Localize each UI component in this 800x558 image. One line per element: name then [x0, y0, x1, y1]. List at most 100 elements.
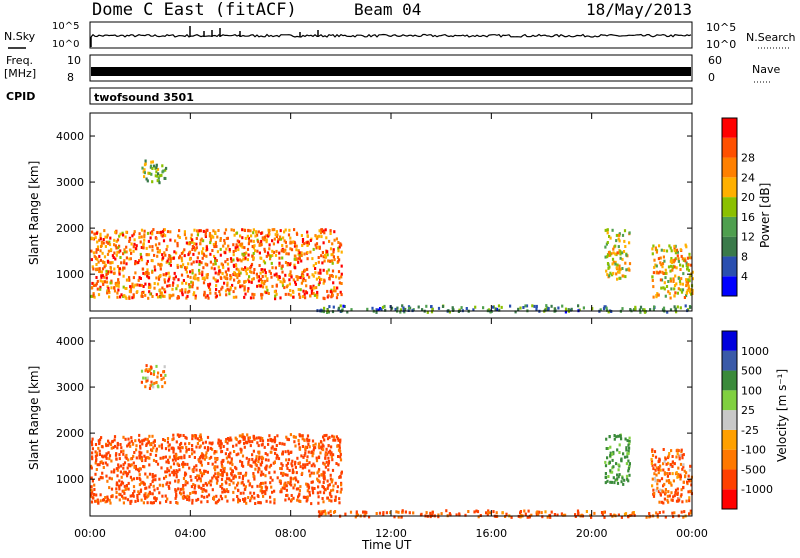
- data-cell: [124, 287, 127, 290]
- data-cell: [429, 515, 432, 519]
- data-cell: [247, 236, 250, 240]
- data-cell: [172, 473, 175, 477]
- y-tick-label: 1000: [56, 473, 84, 486]
- data-cell: [140, 291, 144, 295]
- data-cell: [527, 509, 530, 513]
- data-cell: [191, 501, 194, 505]
- data-cell: [671, 511, 674, 515]
- data-cell: [209, 291, 212, 295]
- data-cell: [311, 486, 314, 490]
- data-cell: [98, 453, 101, 456]
- data-cell: [247, 496, 250, 499]
- data-cell: [147, 296, 150, 300]
- data-cell: [219, 468, 222, 472]
- freq-unit: [MHz]: [4, 67, 36, 80]
- data-cell: [687, 263, 690, 267]
- data-cell: [663, 281, 666, 285]
- data-cell: [117, 288, 120, 292]
- data-cell: [248, 275, 251, 279]
- data-cell: [664, 515, 667, 519]
- data-cell: [272, 250, 276, 254]
- data-cell: [607, 251, 611, 254]
- data-cell: [118, 270, 121, 274]
- data-cell: [186, 294, 189, 298]
- data-cell: [657, 460, 660, 464]
- data-cell: [650, 457, 653, 461]
- data-cell: [223, 490, 226, 494]
- data-cell: [237, 500, 240, 504]
- data-cell: [686, 282, 689, 286]
- data-cell: [178, 229, 181, 233]
- data-cell: [157, 176, 160, 180]
- data-cell: [216, 235, 219, 239]
- data-cell: [304, 463, 307, 467]
- data-cell: [668, 292, 671, 296]
- data-cell: [200, 237, 203, 241]
- data-cell: [273, 273, 276, 277]
- data-cell: [113, 267, 116, 271]
- data-cell: [660, 248, 663, 252]
- data-cell: [306, 462, 309, 466]
- data-cell: [421, 308, 424, 312]
- data-cell: [651, 463, 654, 467]
- data-cell: [141, 267, 145, 271]
- data-cell: [673, 258, 676, 262]
- data-cell: [193, 486, 196, 490]
- data-cell: [190, 485, 193, 489]
- data-cell: [340, 272, 343, 276]
- data-cell: [620, 459, 623, 463]
- data-cell: [289, 236, 292, 240]
- data-cell: [106, 497, 109, 501]
- data-cell: [570, 307, 573, 311]
- data-cell: [142, 245, 145, 249]
- data-cell: [194, 277, 197, 281]
- data-cell: [244, 497, 247, 501]
- data-cell: [257, 466, 260, 470]
- data-cell: [285, 484, 288, 488]
- data-cell: [176, 470, 179, 474]
- data-cell: [621, 251, 624, 255]
- data-cell: [267, 253, 270, 257]
- data-cell: [691, 270, 694, 274]
- data-cell: [214, 278, 217, 282]
- data-cell: [172, 256, 175, 260]
- data-cell: [328, 491, 332, 495]
- data-cell: [265, 291, 268, 295]
- data-cell: [227, 490, 230, 494]
- data-cell: [340, 264, 343, 268]
- data-cell: [156, 167, 160, 171]
- data-cell: [136, 496, 139, 500]
- data-cell: [303, 454, 306, 457]
- data-cell: [125, 230, 128, 234]
- data-cell: [281, 281, 284, 285]
- data-cell: [335, 296, 339, 300]
- data-cell: [122, 463, 125, 467]
- data-cell: [263, 282, 266, 286]
- data-cell: [329, 290, 332, 294]
- data-cell: [230, 457, 233, 461]
- data-cell: [681, 288, 685, 292]
- data-cell: [327, 294, 330, 298]
- colorbar-segment: [722, 370, 737, 391]
- data-cell: [323, 254, 326, 257]
- data-cell: [609, 271, 612, 275]
- data-cell: [140, 228, 144, 232]
- data-cell: [306, 234, 309, 238]
- data-cell: [115, 491, 118, 494]
- data-cell: [322, 281, 325, 285]
- data-cell: [652, 295, 655, 299]
- data-cell: [152, 228, 155, 232]
- data-cell: [135, 448, 138, 452]
- data-cell: [667, 490, 670, 494]
- data-cell: [265, 234, 268, 238]
- data-cell: [671, 472, 674, 476]
- data-cell: [260, 461, 264, 464]
- data-cell: [298, 446, 301, 450]
- data-cell: [259, 271, 262, 275]
- data-cell: [110, 470, 113, 474]
- data-cell: [194, 434, 198, 438]
- data-cell: [544, 510, 547, 514]
- data-cell: [284, 450, 287, 454]
- data-cell: [104, 500, 107, 504]
